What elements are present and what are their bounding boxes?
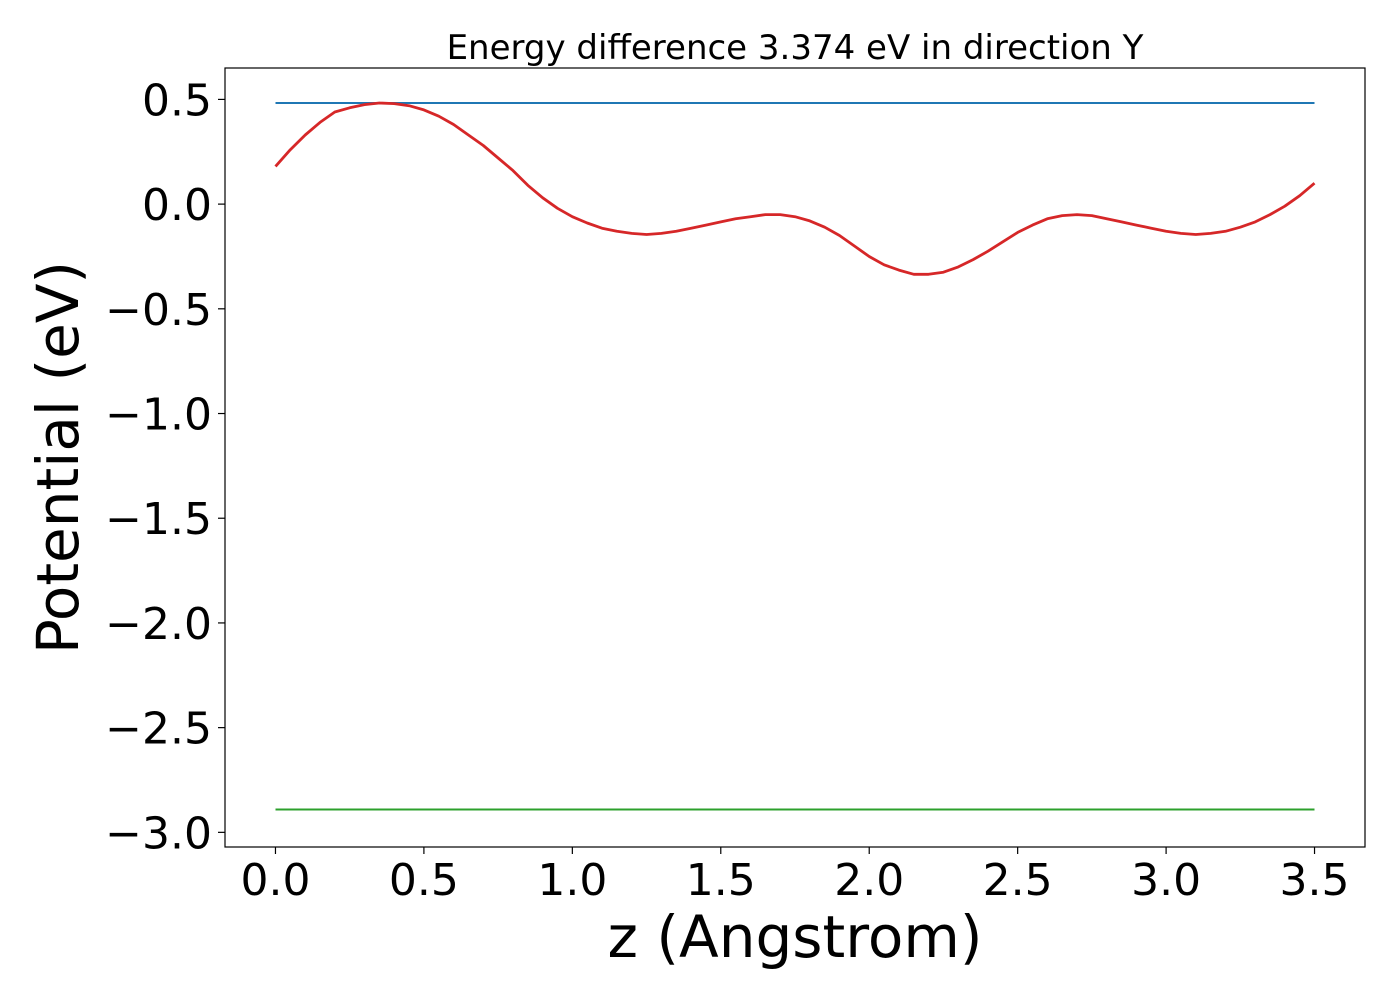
y-tick-label: −2.0 [105,599,212,650]
x-ticks: 0.0 0.5 1.0 1.5 2.0 2.5 3.0 3.5 [240,847,1350,906]
axes-frame [224,67,1366,848]
y-tick-label: 0.5 [142,75,212,126]
x-tick-label: 2.0 [834,855,904,906]
y-tick-label: −3.0 [105,808,212,859]
x-axis-label: z (Angstrom) [608,903,983,971]
y-tick-label: −0.5 [105,285,212,336]
x-tick-label: 0.0 [240,855,310,906]
series-layer [274,101,1316,811]
y-tick-label: −1.0 [105,390,212,441]
x-tick-label: 3.0 [1131,855,1201,906]
y-tick-label: −1.5 [105,494,212,545]
y-axis-label: Potential (eV) [24,261,92,654]
x-tick-label: 1.0 [537,855,607,906]
chart-title: Energy difference 3.374 eV in direction … [447,28,1144,68]
series-line-2 [274,101,1316,276]
x-tick-label: 0.5 [389,855,459,906]
x-tick-label: 3.5 [1280,855,1350,906]
y-tick-label: −2.5 [105,704,212,755]
y-tick-label: 0.0 [142,180,212,231]
x-tick-label: 2.5 [983,855,1053,906]
x-tick-label: 1.5 [686,855,756,906]
y-ticks: 0.5 0.0 −0.5 −1.0 −1.5 −2.0 −2.5 −3.0 [105,75,225,859]
